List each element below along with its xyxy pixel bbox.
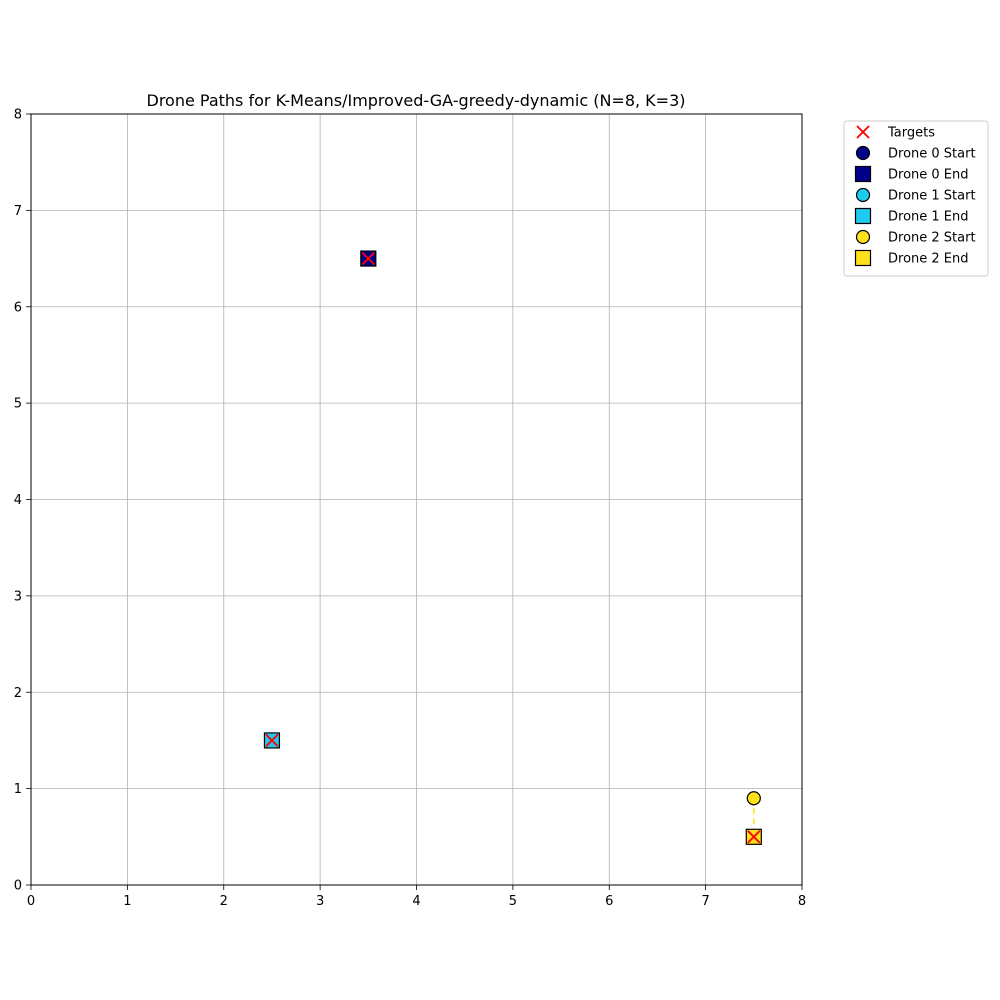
x-tick-label: 6 (605, 894, 613, 909)
target-marker (265, 733, 279, 748)
target-x-stroke (265, 733, 279, 748)
legend-label: Drone 0 Start (888, 147, 976, 162)
target-marker (361, 251, 375, 266)
grid (30, 113, 803, 886)
y-tick-label: 1 (14, 782, 22, 797)
x-tick-label: 8 (798, 894, 806, 909)
legend-circle-icon (855, 229, 871, 245)
legend-square-icon (854, 249, 872, 267)
x-tick-label: 0 (27, 894, 35, 909)
legend-x-icon (856, 125, 870, 139)
legend-label: Drone 1 End (888, 210, 969, 225)
legend-square-icon (854, 207, 872, 225)
legend-square-icon (854, 165, 872, 183)
target-x-stroke (747, 830, 761, 844)
axis-ticks: 0 1 2 3 4 5 6 7 8 0 1 2 3 4 5 6 7 8 (14, 108, 806, 910)
x-tick-label: 3 (316, 894, 324, 909)
legend-item: Targets (856, 125, 935, 141)
x-tick-label: 4 (412, 894, 420, 909)
y-tick-label: 2 (14, 686, 22, 701)
target-marker (747, 830, 761, 844)
legend-label: Targets (887, 126, 935, 141)
y-tick-label: 6 (14, 300, 22, 315)
y-tick-label: 8 (14, 108, 22, 123)
x-tick-label: 5 (509, 894, 517, 909)
legend-item: Drone 0 Start (855, 145, 976, 162)
legend-label: Drone 1 Start (888, 189, 976, 204)
markers (263, 250, 762, 845)
legend-label: Drone 0 End (888, 168, 969, 183)
legend-item: Drone 1 End (854, 207, 969, 225)
target-x-stroke (361, 251, 375, 266)
legend-item: Drone 2 End (854, 249, 969, 267)
y-tick-label: 3 (14, 589, 22, 604)
x-tick-label: 2 (220, 894, 228, 909)
legend-circle-icon (855, 187, 871, 203)
legend-box (843, 120, 989, 277)
drone-2-start-marker (746, 791, 761, 806)
legend-item: Drone 2 Start (855, 229, 976, 246)
chart-title: Drone Paths for K-Means/Improved-GA-gree… (147, 91, 686, 110)
legend: Targets Drone 0 Start Drone 0 End Drone 1 S… (843, 120, 989, 277)
x-tick-label: 1 (123, 894, 131, 909)
legend-item: Drone 0 End (854, 165, 969, 183)
legend-circle-icon (855, 145, 871, 161)
y-tick-label: 7 (14, 204, 22, 219)
y-tick-label: 5 (14, 397, 22, 412)
legend-label: Drone 2 Start (888, 231, 976, 246)
x-tick-label: 7 (701, 894, 709, 909)
y-tick-label: 0 (14, 879, 22, 894)
legend-label: Drone 2 End (888, 252, 969, 267)
legend-item: Drone 1 Start (855, 187, 976, 204)
y-tick-label: 4 (14, 493, 22, 508)
